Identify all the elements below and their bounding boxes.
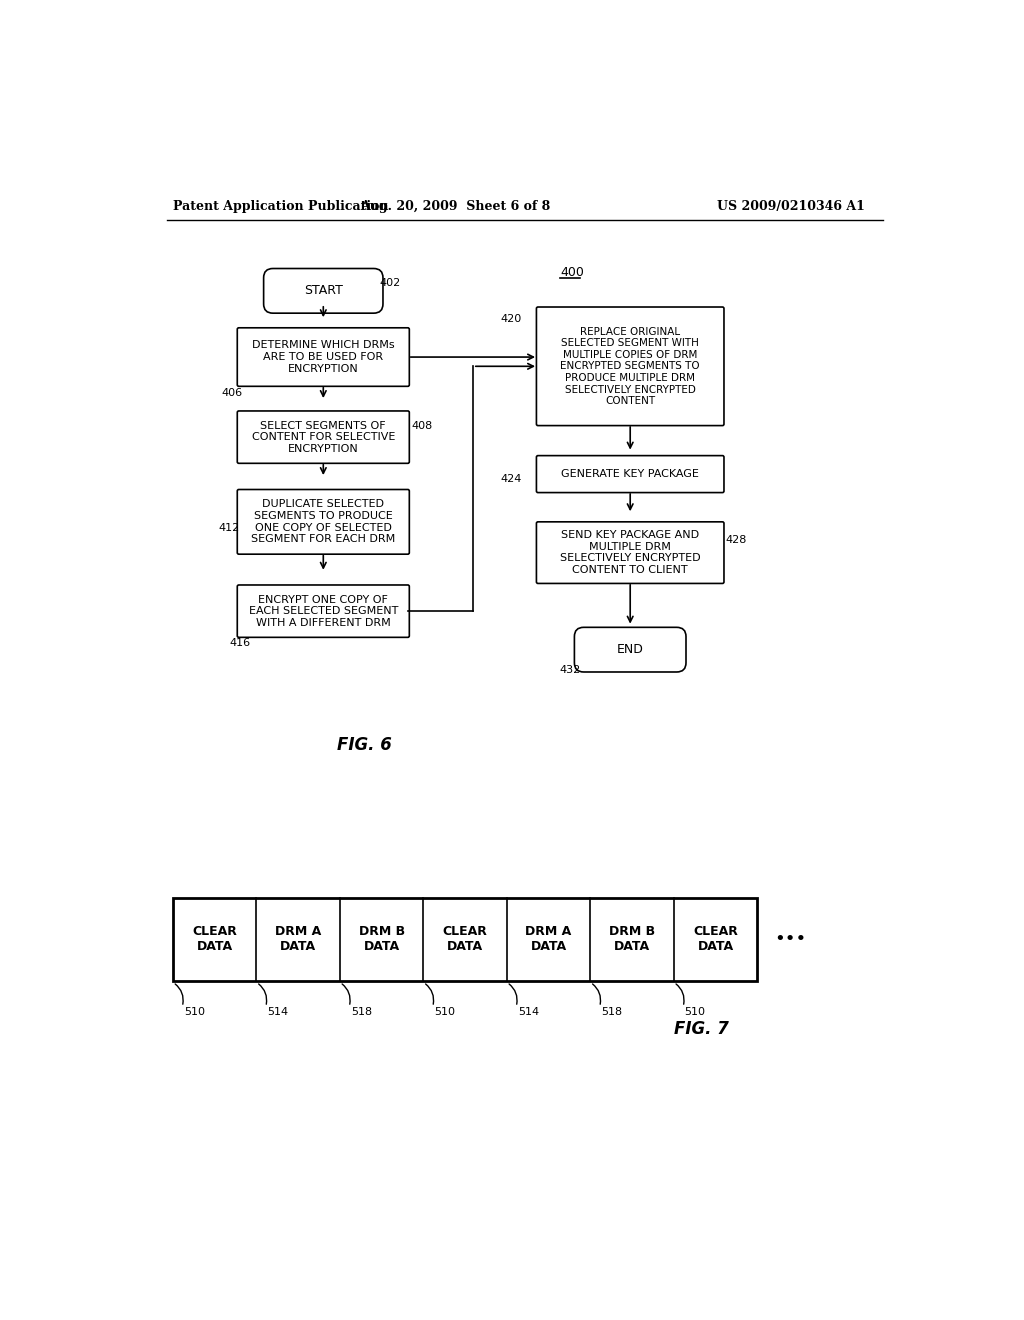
Text: 510: 510 — [183, 1007, 205, 1016]
Text: 424: 424 — [501, 474, 522, 483]
Text: 402: 402 — [379, 279, 400, 288]
Text: Aug. 20, 2009  Sheet 6 of 8: Aug. 20, 2009 Sheet 6 of 8 — [359, 199, 550, 213]
Text: REPLACE ORIGINAL
SELECTED SEGMENT WITH
MULTIPLE COPIES OF DRM
ENCRYPTED SEGMENTS: REPLACE ORIGINAL SELECTED SEGMENT WITH M… — [560, 326, 700, 407]
Text: 412: 412 — [219, 523, 240, 533]
FancyBboxPatch shape — [238, 490, 410, 554]
Text: CLEAR
DATA: CLEAR DATA — [693, 925, 738, 953]
FancyBboxPatch shape — [537, 521, 724, 583]
Text: 428: 428 — [726, 536, 746, 545]
Text: Patent Application Publication: Patent Application Publication — [173, 199, 388, 213]
Text: 514: 514 — [267, 1007, 289, 1016]
Text: DRM A
DATA: DRM A DATA — [275, 925, 322, 953]
Text: DRM B
DATA: DRM B DATA — [609, 925, 655, 953]
Text: DUPLICATE SELECTED
SEGMENTS TO PRODUCE
ONE COPY OF SELECTED
SEGMENT FOR EACH DRM: DUPLICATE SELECTED SEGMENTS TO PRODUCE O… — [251, 499, 395, 544]
Text: FIG. 6: FIG. 6 — [337, 737, 392, 754]
Text: 416: 416 — [229, 639, 251, 648]
Text: CLEAR
DATA: CLEAR DATA — [442, 925, 487, 953]
Text: 400: 400 — [560, 265, 585, 279]
Text: START: START — [304, 284, 343, 297]
FancyBboxPatch shape — [263, 268, 383, 313]
Text: 510: 510 — [434, 1007, 456, 1016]
Text: DETERMINE WHICH DRMs
ARE TO BE USED FOR
ENCRYPTION: DETERMINE WHICH DRMs ARE TO BE USED FOR … — [252, 341, 394, 374]
Text: CLEAR
DATA: CLEAR DATA — [193, 925, 238, 953]
FancyBboxPatch shape — [574, 627, 686, 672]
Text: GENERATE KEY PACKAGE: GENERATE KEY PACKAGE — [561, 469, 699, 479]
Text: END: END — [616, 643, 644, 656]
FancyBboxPatch shape — [238, 327, 410, 387]
FancyBboxPatch shape — [537, 308, 724, 425]
Text: FIG. 7: FIG. 7 — [674, 1019, 729, 1038]
Text: 406: 406 — [222, 388, 243, 397]
Text: ENCRYPT ONE COPY OF
EACH SELECTED SEGMENT
WITH A DIFFERENT DRM: ENCRYPT ONE COPY OF EACH SELECTED SEGMEN… — [249, 594, 398, 628]
Text: SELECT SEGMENTS OF
CONTENT FOR SELECTIVE
ENCRYPTION: SELECT SEGMENTS OF CONTENT FOR SELECTIVE… — [252, 421, 395, 454]
FancyBboxPatch shape — [537, 455, 724, 492]
Bar — [173, 898, 758, 981]
Text: DRM A
DATA: DRM A DATA — [525, 925, 571, 953]
Text: 420: 420 — [501, 314, 522, 325]
Text: 432: 432 — [560, 665, 581, 675]
Text: 510: 510 — [685, 1007, 706, 1016]
FancyBboxPatch shape — [238, 585, 410, 638]
Text: 514: 514 — [518, 1007, 539, 1016]
Text: 518: 518 — [601, 1007, 623, 1016]
Text: DRM B
DATA: DRM B DATA — [358, 925, 404, 953]
Text: 518: 518 — [351, 1007, 372, 1016]
Text: SEND KEY PACKAGE AND
MULTIPLE DRM
SELECTIVELY ENCRYPTED
CONTENT TO CLIENT: SEND KEY PACKAGE AND MULTIPLE DRM SELECT… — [560, 531, 700, 576]
Text: 408: 408 — [412, 421, 433, 432]
Text: US 2009/0210346 A1: US 2009/0210346 A1 — [717, 199, 865, 213]
FancyBboxPatch shape — [238, 411, 410, 463]
Text: •••: ••• — [774, 931, 807, 948]
